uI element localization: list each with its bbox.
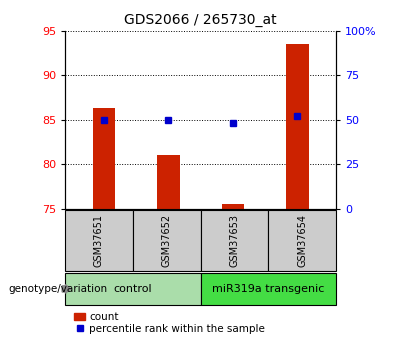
Bar [157, 155, 180, 209]
Title: GDS2066 / 265730_at: GDS2066 / 265730_at [124, 13, 277, 27]
Bar [221, 204, 244, 209]
Text: GSM37653: GSM37653 [229, 214, 239, 267]
Bar [92, 108, 115, 209]
Text: control: control [113, 284, 152, 294]
Bar [286, 45, 309, 209]
Text: GSM37651: GSM37651 [94, 214, 104, 267]
Text: GSM37654: GSM37654 [297, 214, 307, 267]
Text: GSM37652: GSM37652 [162, 214, 172, 267]
Text: genotype/variation: genotype/variation [8, 284, 108, 294]
Legend: count, percentile rank within the sample: count, percentile rank within the sample [70, 308, 269, 338]
Text: miR319a transgenic: miR319a transgenic [212, 284, 325, 294]
